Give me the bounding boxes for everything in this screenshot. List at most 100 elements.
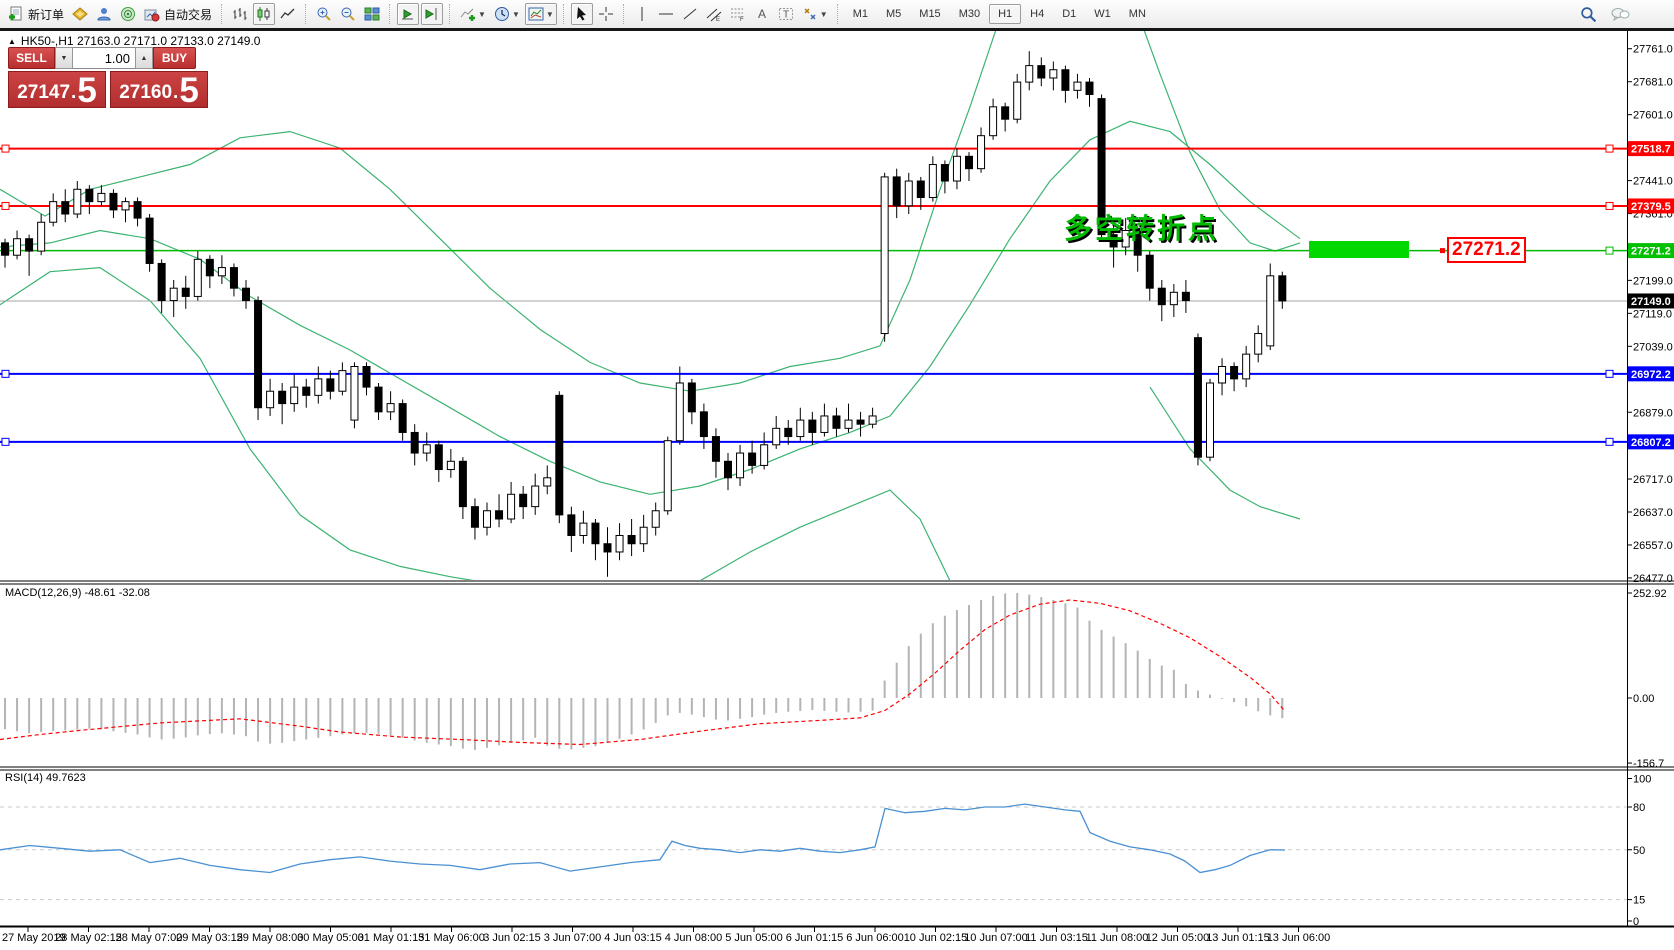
chat-icon[interactable] bbox=[1611, 6, 1630, 22]
collapse-panel-icon[interactable]: ▲ bbox=[8, 37, 16, 46]
buy-button[interactable]: BUY bbox=[153, 47, 196, 69]
candle bbox=[1193, 337, 1202, 458]
zoom-out-button[interactable] bbox=[337, 3, 359, 25]
sell-button[interactable]: SELL bbox=[8, 47, 55, 69]
text-button[interactable]: A bbox=[751, 3, 773, 25]
price-label-annotation[interactable]: 27271.2 bbox=[1447, 237, 1526, 263]
tile-windows-button[interactable] bbox=[361, 3, 383, 25]
svg-text:26637.0: 26637.0 bbox=[1633, 507, 1673, 519]
indicators-button[interactable]: ▼ bbox=[457, 3, 489, 25]
candle bbox=[13, 238, 22, 256]
trendline-button[interactable] bbox=[679, 3, 701, 25]
macd-pane bbox=[0, 592, 1286, 750]
fibonacci-button[interactable]: F bbox=[727, 3, 749, 25]
candle bbox=[675, 382, 684, 442]
time-tick-label: 31 May 01:15 bbox=[358, 932, 425, 944]
candle bbox=[603, 543, 612, 553]
green-rectangle-annotation[interactable] bbox=[1309, 241, 1409, 258]
svg-text:26717.0: 26717.0 bbox=[1633, 474, 1673, 486]
candle bbox=[1278, 275, 1287, 302]
candle bbox=[37, 221, 46, 252]
time-tick-label: 5 Jun 05:00 bbox=[725, 932, 783, 944]
channel-button[interactable]: E bbox=[703, 3, 725, 25]
periods-button[interactable]: ▼ bbox=[491, 3, 523, 25]
candlestick-chart-button[interactable] bbox=[253, 3, 276, 25]
candle bbox=[446, 460, 455, 471]
candle bbox=[109, 192, 118, 211]
chevron-down-icon: ▼ bbox=[60, 54, 68, 62]
candle bbox=[1073, 81, 1082, 91]
timeframe-m1[interactable]: M1 bbox=[852, 8, 868, 20]
candle bbox=[989, 106, 998, 137]
sell-price-panel[interactable]: 27147. 5 bbox=[8, 71, 106, 108]
volume-decrease-button[interactable]: ▼ bbox=[55, 47, 73, 69]
autotrading-icon bbox=[144, 9, 160, 22]
line-chart-icon bbox=[280, 8, 295, 19]
candle bbox=[1181, 291, 1190, 302]
timeframe-m30[interactable]: M30 bbox=[958, 8, 981, 20]
timeframe-d1[interactable]: D1 bbox=[1062, 8, 1077, 20]
candle bbox=[338, 370, 347, 392]
candle bbox=[97, 192, 106, 203]
search-icon[interactable] bbox=[1580, 6, 1597, 23]
candle bbox=[254, 300, 263, 409]
auto-scroll-button[interactable] bbox=[397, 3, 420, 25]
new-order-button[interactable]: 新订单 bbox=[5, 3, 67, 25]
fibonacci-icon: F bbox=[730, 8, 744, 22]
timeframe-h1[interactable]: H1 bbox=[989, 4, 1022, 24]
candle bbox=[724, 460, 732, 479]
label-button[interactable]: T bbox=[775, 3, 797, 25]
templates-button[interactable]: ▼ bbox=[524, 3, 557, 25]
zoom-in-icon bbox=[317, 7, 331, 21]
line-chart-button[interactable] bbox=[277, 3, 299, 25]
timeframe-mn[interactable]: MN bbox=[1128, 8, 1146, 20]
candle bbox=[892, 176, 901, 207]
zoom-in-button[interactable] bbox=[313, 3, 335, 25]
chart-shift-button[interactable] bbox=[421, 3, 444, 25]
timeframe-m5[interactable]: M5 bbox=[886, 8, 902, 20]
candle bbox=[904, 180, 913, 207]
buy-price-panel[interactable]: 27160. 5 bbox=[110, 71, 208, 108]
candle bbox=[796, 419, 805, 438]
timeframe-w1[interactable]: W1 bbox=[1094, 8, 1111, 20]
turning-point-annotation[interactable]: 多空转折点 bbox=[1064, 213, 1220, 244]
candle bbox=[1230, 366, 1239, 380]
main-toolbar: 新订单 自动交易 bbox=[0, 0, 1674, 28]
timeframe-m15[interactable]: M15 bbox=[919, 8, 941, 20]
chevron-up-icon: ▲ bbox=[140, 54, 148, 62]
volume-input[interactable] bbox=[73, 47, 135, 69]
timeframe-h4[interactable]: H4 bbox=[1030, 8, 1045, 20]
horizontal-lines bbox=[0, 144, 1627, 446]
volume-increase-button[interactable]: ▲ bbox=[135, 47, 153, 69]
candle bbox=[736, 452, 745, 479]
crosshair-button[interactable] bbox=[595, 3, 617, 25]
candle bbox=[205, 258, 214, 277]
svg-text:27361.0: 27361.0 bbox=[1633, 209, 1673, 221]
arrows-button[interactable]: ▼ bbox=[799, 3, 831, 25]
autotrading-button[interactable]: 自动交易 bbox=[141, 3, 215, 25]
svg-text:27681.0: 27681.0 bbox=[1633, 77, 1673, 89]
dropdown-arrow-icon: ▼ bbox=[511, 9, 520, 19]
toolbar-separator bbox=[305, 4, 307, 24]
candle bbox=[278, 390, 287, 405]
candle bbox=[374, 386, 383, 413]
vertical-line-button[interactable] bbox=[631, 3, 653, 25]
cursor-button[interactable] bbox=[570, 3, 593, 25]
signals-button[interactable] bbox=[117, 3, 139, 25]
candle bbox=[1025, 65, 1034, 83]
svg-text:27199.0: 27199.0 bbox=[1633, 275, 1673, 287]
time-tick-label: 4 Jun 03:15 bbox=[604, 932, 662, 944]
svg-text:-156.7: -156.7 bbox=[1633, 758, 1664, 770]
svg-text:252.92: 252.92 bbox=[1633, 588, 1667, 600]
candle bbox=[85, 188, 94, 203]
candle bbox=[687, 382, 696, 413]
svg-text:26477.0: 26477.0 bbox=[1633, 573, 1673, 585]
community-button[interactable] bbox=[93, 3, 115, 25]
horizontal-line-button[interactable] bbox=[655, 3, 677, 25]
bar-chart-button[interactable] bbox=[229, 3, 251, 25]
candle bbox=[711, 436, 720, 462]
metaeditor-button[interactable] bbox=[69, 3, 91, 25]
candle bbox=[1001, 106, 1010, 120]
candle bbox=[229, 267, 238, 289]
